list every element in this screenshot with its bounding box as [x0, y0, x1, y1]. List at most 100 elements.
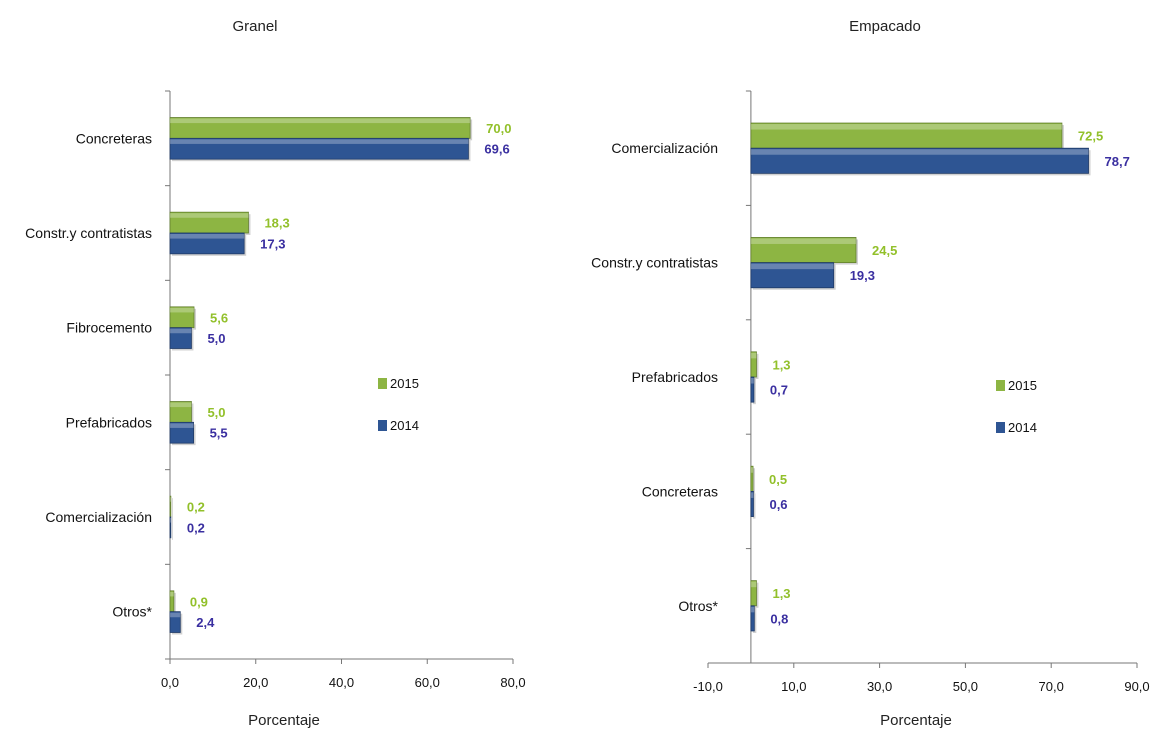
- data-label: 0,2: [187, 520, 205, 535]
- granel-plot: 0,0 20,0 40,0 60,0 80,0 Concreteras 70,0 69,6 Co…: [25, 90, 526, 690]
- category-label: Concreteras: [642, 483, 718, 499]
- bar-2014-highlight: [170, 234, 245, 239]
- category-label: Fibrocemento: [66, 320, 152, 336]
- category-label: Constr.y contratistas: [591, 255, 718, 271]
- bar-2014: [169, 232, 245, 255]
- data-label: 0,8: [770, 611, 788, 626]
- data-label: 0,2: [187, 500, 205, 515]
- bar-2015-highlight: [170, 591, 174, 597]
- category-label: Constr.y contratistas: [25, 225, 152, 241]
- data-label: 1,3: [772, 586, 790, 601]
- category-label: Otros*: [678, 598, 718, 614]
- chart-title: Granel: [232, 18, 278, 35]
- bar-2014: [750, 262, 835, 289]
- bar-2014-shadow: [172, 519, 173, 540]
- bar-2014-highlight: [750, 606, 755, 613]
- x-tick-label: 70,0: [1039, 679, 1064, 694]
- data-label: 17,3: [260, 236, 285, 251]
- data-label: 1,3: [772, 357, 790, 372]
- legend-label: 2015: [1008, 378, 1037, 393]
- bar-2014: [169, 327, 192, 349]
- bar-2015-highlight: [750, 352, 757, 359]
- x-axis-label: Porcentaje: [248, 712, 320, 729]
- bar-2015-highlight: [170, 307, 195, 313]
- data-label: 18,3: [264, 216, 289, 231]
- bar-2015-highlight: [170, 402, 192, 408]
- chart-empacado: Empacado -10,0 10,0 30,0 50,0 70,0 90,0 Comerc…: [580, 0, 1160, 736]
- x-tick-label: 90,0: [1124, 679, 1149, 694]
- data-label: 24,5: [872, 243, 897, 258]
- chart-title: Empacado: [849, 18, 921, 35]
- bar-2014-shadow: [752, 493, 756, 519]
- bar-2014-highlight: [170, 328, 192, 334]
- bar-2015-highlight: [170, 118, 471, 124]
- x-tick-label: 60,0: [415, 675, 440, 690]
- x-tick-label: 30,0: [867, 679, 892, 694]
- data-label: 0,7: [770, 383, 788, 398]
- bar-2014-highlight: [750, 263, 834, 270]
- bar-2015-highlight: [750, 124, 1062, 130]
- data-label: 2,4: [196, 615, 215, 630]
- bar-2014-highlight: [750, 492, 754, 498]
- bar-2014: [750, 605, 755, 632]
- bar-2014: [169, 421, 194, 444]
- x-tick-label: -10,0: [693, 679, 723, 694]
- bar-2015-highlight: [750, 581, 757, 588]
- bar-2014-highlight: [170, 423, 194, 428]
- x-tick-label: 40,0: [329, 675, 354, 690]
- data-label: 70,0: [486, 121, 511, 136]
- bar-2015-shadow: [752, 468, 756, 494]
- bar-2015: [750, 122, 1063, 149]
- data-label: 19,3: [850, 268, 875, 283]
- x-tick-label: 0,0: [161, 675, 179, 690]
- data-label: 5,0: [207, 331, 225, 346]
- category-label: Comercialización: [45, 509, 152, 525]
- category-label: Concreteras: [76, 130, 152, 146]
- bar-2014: [169, 137, 469, 160]
- category-label: Prefabricados: [66, 414, 152, 430]
- legend-swatch: [378, 420, 387, 431]
- bar-2014-highlight: [750, 378, 754, 384]
- bar-2014: [169, 516, 172, 539]
- category-label: Prefabricados: [632, 369, 718, 385]
- bar-2014-highlight: [170, 518, 171, 523]
- bar-2014-highlight: [750, 149, 1089, 155]
- legend-swatch: [996, 380, 1005, 391]
- bar-2014-shadow: [752, 379, 756, 405]
- bar-2015: [750, 237, 857, 264]
- x-tick-label: 20,0: [243, 675, 268, 690]
- category-label: Comercialización: [611, 140, 718, 156]
- data-label: 5,0: [207, 405, 225, 420]
- category-label: Otros*: [112, 604, 152, 620]
- data-label: 72,5: [1078, 129, 1103, 144]
- legend-swatch: [996, 422, 1005, 433]
- bar-2014: [750, 490, 754, 517]
- bar-2014-highlight: [170, 139, 469, 144]
- data-label: 0,6: [769, 497, 787, 512]
- bar-2014: [750, 147, 1089, 174]
- x-axis-label: Porcentaje: [880, 712, 952, 729]
- x-tick-label: 80,0: [500, 675, 525, 690]
- x-tick-label: 50,0: [953, 679, 978, 694]
- x-tick-label: 10,0: [781, 679, 806, 694]
- bar-2015-highlight: [750, 467, 754, 473]
- legend-label: 2015: [390, 376, 419, 391]
- data-label: 0,9: [190, 594, 208, 609]
- bar-2015-shadow: [172, 498, 173, 519]
- legend-swatch: [378, 378, 387, 389]
- bar-2014-highlight: [170, 612, 181, 618]
- bar-2015-highlight: [170, 213, 249, 218]
- legend-label: 2014: [390, 418, 419, 433]
- bar-2014: [750, 376, 755, 403]
- legend-label: 2014: [1008, 420, 1037, 435]
- chart-granel: Granel 0,0 20,0 40,0 60,0 80,0 Concreteras 70,…: [25, 18, 526, 729]
- bar-2014: [169, 611, 181, 633]
- data-label: 5,6: [210, 310, 228, 325]
- data-label: 0,5: [769, 472, 787, 487]
- empacado-plot: -10,0 10,0 30,0 50,0 70,0 90,0 Comercializació…: [591, 90, 1150, 694]
- bar-2015-highlight: [170, 497, 171, 502]
- data-label: 78,7: [1105, 154, 1130, 169]
- data-label: 5,5: [210, 426, 228, 441]
- data-label: 69,6: [484, 142, 509, 157]
- bar-2015-highlight: [750, 238, 857, 244]
